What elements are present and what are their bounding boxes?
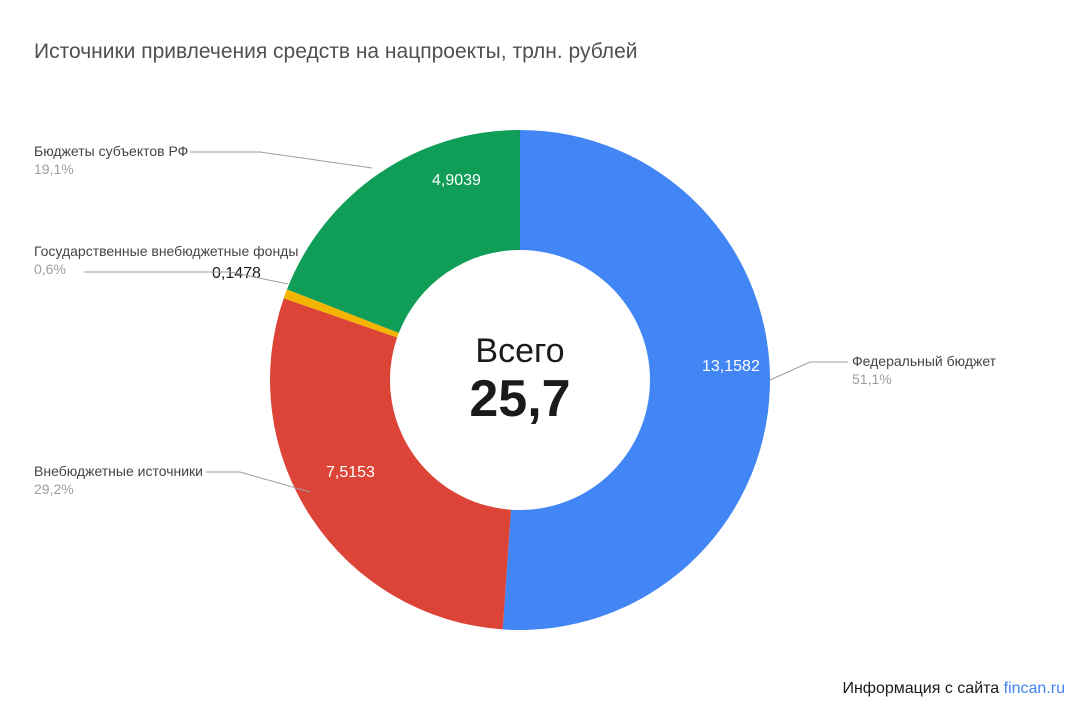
source-credit: Информация с сайта fincan.ru <box>842 680 1065 698</box>
chart-container: Всего 25,7 Федеральный бюджет 51,1% Внеб… <box>0 100 1085 660</box>
callout-pct: 0,6% <box>34 260 298 278</box>
callout-name: Федеральный бюджет <box>852 352 996 370</box>
callout-name: Бюджеты субъектов РФ <box>34 142 188 160</box>
callout-name: Внебюджетные источники <box>34 462 203 480</box>
callout-regions: Бюджеты субъектов РФ 19,1% <box>34 142 188 178</box>
source-link[interactable]: fincan.ru <box>1004 680 1065 697</box>
slice-federal <box>503 130 770 630</box>
donut-chart <box>270 130 770 630</box>
slice-regions <box>287 130 520 333</box>
callout-statefunds: Государственные внебюджетные фонды 0,6% <box>34 242 298 278</box>
callout-pct: 19,1% <box>34 160 188 178</box>
callout-name: Государственные внебюджетные фонды <box>34 242 298 260</box>
slice-offbudget <box>270 298 511 629</box>
callout-offbudget: Внебюджетные источники 29,2% <box>34 462 203 498</box>
chart-title: Источники привлечения средств на нацпрое… <box>34 40 637 64</box>
callout-pct: 51,1% <box>852 370 996 388</box>
source-prefix: Информация с сайта <box>842 680 1003 697</box>
callout-federal: Федеральный бюджет 51,1% <box>852 352 996 388</box>
callout-pct: 29,2% <box>34 480 203 498</box>
